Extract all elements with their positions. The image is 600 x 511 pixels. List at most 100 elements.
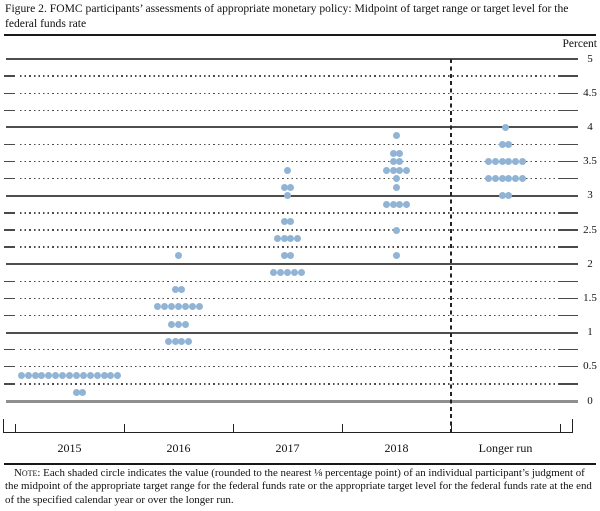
participant-dot	[519, 175, 527, 183]
gridline-dotted	[20, 314, 556, 317]
x-axis-tick	[451, 424, 453, 432]
participant-dot	[175, 303, 182, 311]
participant-dot	[284, 269, 291, 277]
gridline-solid-4	[6, 126, 578, 129]
participant-dot	[164, 337, 172, 345]
participant-dot	[72, 371, 80, 379]
x-axis-tick	[560, 424, 562, 432]
y-tick-label-2: 2	[587, 257, 593, 270]
participant-dot	[484, 175, 492, 183]
participant-dot	[382, 200, 390, 208]
y-axis-unit-label: Percent	[562, 38, 597, 50]
participant-dot	[297, 269, 305, 277]
participant-dot	[498, 141, 506, 148]
figure-title: Figure 2. FOMC participants’ assessments…	[5, 2, 569, 30]
gridline-right-tick	[558, 212, 578, 214]
participant-dot	[284, 192, 291, 200]
gridline-left-tick	[4, 280, 15, 282]
note-rule	[4, 463, 596, 465]
x-tick-label-2016: 2016	[166, 441, 191, 455]
participant-dot	[154, 303, 162, 311]
gridline-right-tick	[558, 383, 578, 385]
participant-dot	[498, 175, 506, 183]
gridline-right-tick	[558, 280, 578, 282]
gridline-left-tick	[4, 92, 15, 94]
gridline-zero	[6, 399, 578, 403]
participant-dot	[396, 200, 404, 208]
participant-dot	[79, 371, 87, 379]
participant-dot	[45, 371, 53, 379]
gridline-left-tick	[4, 246, 15, 248]
y-tick-label-0.5: 0.5	[583, 360, 597, 373]
participant-dot	[188, 303, 196, 311]
participant-dot	[505, 192, 513, 200]
gridline-dotted	[20, 280, 556, 282]
participant-dot	[403, 200, 411, 208]
x-axis-endcap-left	[3, 419, 5, 432]
gridline-dotted	[20, 143, 556, 146]
participant-dot	[178, 286, 186, 294]
gridline-dotted	[20, 297, 556, 300]
gridline-left-tick	[4, 297, 15, 300]
participant-dot	[273, 235, 281, 243]
participant-dot	[38, 371, 46, 379]
participant-dot	[79, 388, 87, 396]
x-tick-label-2015: 2015	[57, 441, 82, 455]
participant-dot	[72, 388, 80, 396]
participant-dot	[505, 158, 513, 166]
gridline-right-tick	[558, 246, 578, 248]
participant-dot	[382, 166, 390, 174]
participant-dot	[280, 183, 288, 191]
participant-dot	[396, 149, 404, 157]
y-tick-label-4.5: 4.5	[583, 86, 597, 99]
y-tick-label-3.5: 3.5	[583, 155, 597, 168]
gridline-dotted	[20, 212, 556, 214]
gridline-solid-5	[6, 58, 578, 60]
participant-dot	[280, 217, 288, 225]
participant-dot	[294, 235, 302, 243]
participant-dot	[93, 371, 101, 379]
participant-dot	[491, 175, 499, 183]
longer-run-separator	[450, 59, 452, 432]
gridline-left-tick	[4, 366, 15, 368]
gridline-left-tick	[4, 178, 15, 180]
participant-dot	[280, 235, 288, 243]
gridline-right-tick	[558, 143, 578, 146]
participant-dot	[389, 166, 397, 174]
participant-dot	[161, 303, 169, 311]
gridline-dotted	[20, 246, 556, 248]
title-rule	[4, 34, 596, 36]
participant-dot	[181, 303, 189, 311]
participant-dot	[393, 183, 400, 191]
y-tick-label-5: 5	[587, 52, 593, 65]
participant-dot	[512, 175, 520, 183]
participant-dot	[389, 200, 397, 208]
participant-dot	[498, 192, 506, 200]
participant-dot	[31, 371, 39, 379]
note-text: Each shaded circle indicates the value (…	[5, 467, 592, 506]
gridline-left-tick	[4, 349, 15, 351]
participant-dot	[168, 320, 176, 328]
gridline-right-tick	[558, 229, 578, 231]
gridline-dotted	[20, 178, 556, 180]
gridline-dotted	[20, 366, 556, 368]
gridline-right-tick	[558, 109, 578, 111]
gridline-right-tick	[558, 160, 578, 163]
gridline-dotted	[20, 109, 556, 111]
gridline-left-tick	[4, 160, 15, 163]
participant-dot	[17, 371, 25, 379]
gridline-dotted	[20, 160, 556, 163]
participant-dot	[185, 337, 193, 345]
gridline-dotted	[20, 92, 556, 94]
y-tick-label-1: 1	[587, 326, 593, 339]
gridline-left-tick	[4, 75, 15, 77]
gridline-left-tick	[4, 383, 15, 385]
participant-dot	[181, 320, 189, 328]
x-axis-tick	[15, 424, 17, 432]
participant-dot	[86, 371, 94, 379]
participant-dot	[277, 269, 285, 277]
x-tick-label-2018: 2018	[384, 441, 409, 455]
participant-dot	[100, 371, 108, 379]
participant-dot	[284, 166, 291, 174]
participant-dot	[52, 371, 60, 379]
